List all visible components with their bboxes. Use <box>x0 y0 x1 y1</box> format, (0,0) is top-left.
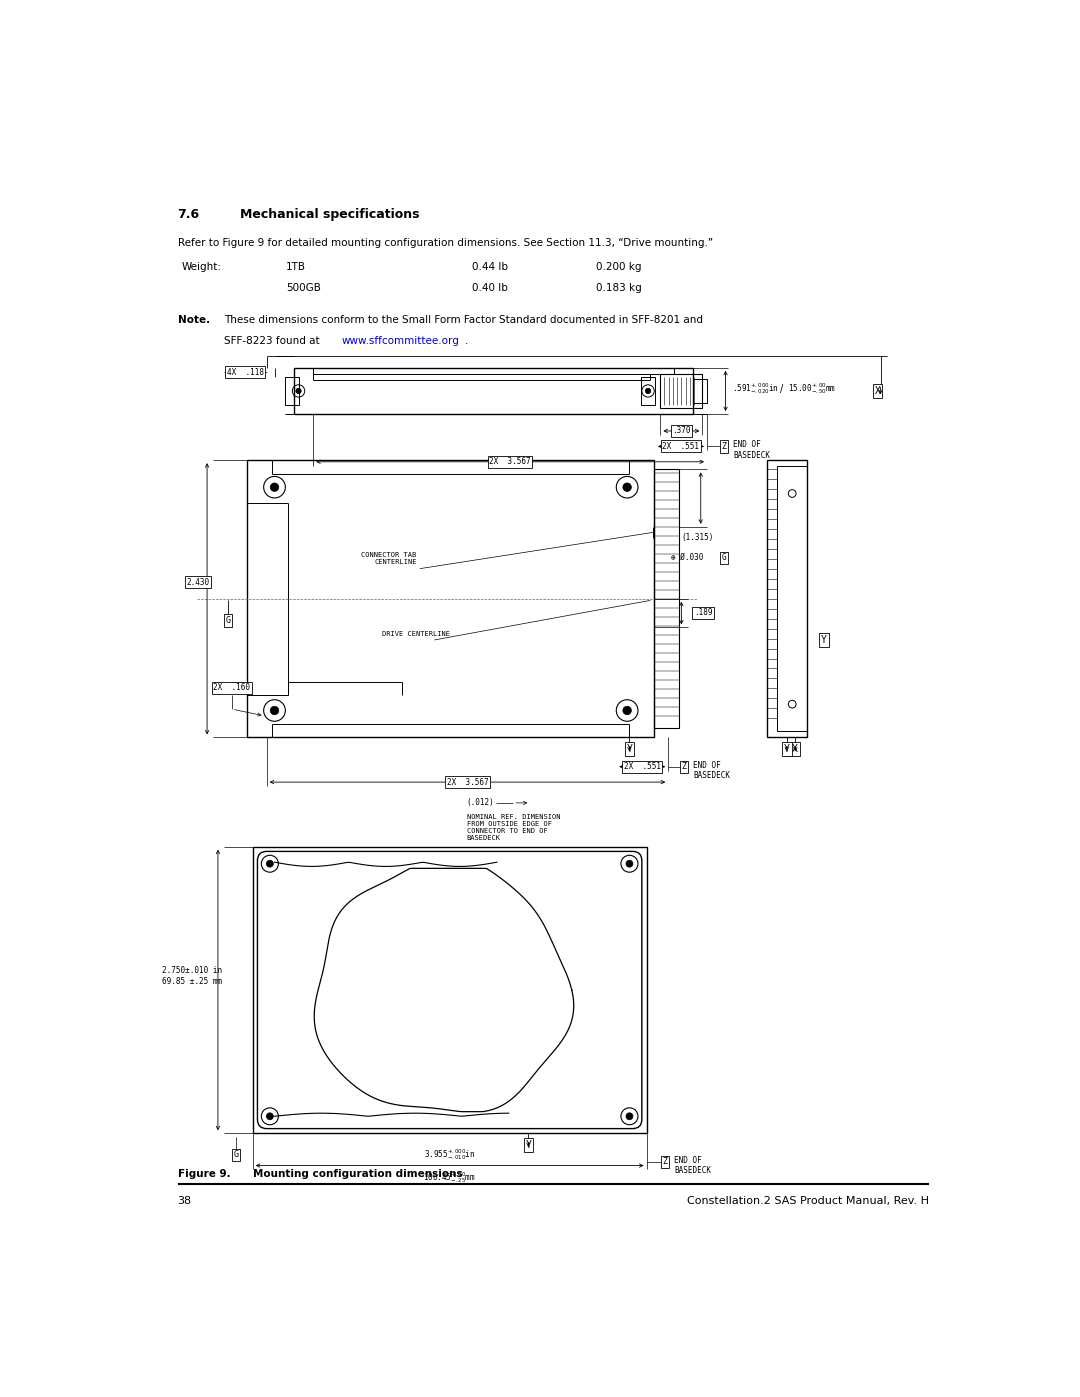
Text: 2X  3.567: 2X 3.567 <box>447 778 488 787</box>
Bar <box>294 367 693 414</box>
Text: (1.315): (1.315) <box>681 532 714 542</box>
Circle shape <box>270 483 279 492</box>
Circle shape <box>623 707 632 715</box>
Text: ⊕ Ø.030: ⊕ Ø.030 <box>672 553 704 562</box>
Bar <box>778 467 807 731</box>
Text: Refer to Figure 9 for detailed mounting configuration dimensions. See Section 11: Refer to Figure 9 for detailed mounting … <box>177 239 713 249</box>
Text: Mounting configuration dimensions: Mounting configuration dimensions <box>253 1169 462 1179</box>
Text: 2X  3.567: 2X 3.567 <box>489 457 531 467</box>
Text: Y: Y <box>626 745 633 754</box>
Text: Y: Y <box>526 1140 531 1150</box>
Circle shape <box>646 388 651 394</box>
Text: .: . <box>465 335 469 345</box>
Text: 2.750±.010 in
69.85 ±.25 mm: 2.750±.010 in 69.85 ±.25 mm <box>162 967 222 986</box>
Text: NOMINAL REF. DIMENSION
FROM OUTSIDE EDGE OF
CONNECTOR TO END OF
BASEDECK: NOMINAL REF. DIMENSION FROM OUTSIDE EDGE… <box>467 814 561 841</box>
Text: G: G <box>721 553 727 562</box>
Bar <box>767 460 807 738</box>
Text: 3.955$^{+.000}_{-.010}$in: 3.955$^{+.000}_{-.010}$in <box>424 1147 475 1162</box>
Text: Z: Z <box>721 441 727 451</box>
Text: 4X  .118: 4X .118 <box>227 367 264 377</box>
Text: 0.200 kg: 0.200 kg <box>596 261 642 271</box>
Text: www.sffcommittee.org: www.sffcommittee.org <box>341 335 459 345</box>
Text: 0.183 kg: 0.183 kg <box>596 284 642 293</box>
Circle shape <box>296 388 301 394</box>
Text: /: / <box>780 384 783 394</box>
Text: 0.40 lb: 0.40 lb <box>472 284 508 293</box>
Text: (.012): (.012) <box>467 798 495 806</box>
Text: Note.: Note. <box>177 316 210 326</box>
Text: These dimensions conform to the Small Form Factor Standard documented in SFF-820: These dimensions conform to the Small Fo… <box>225 316 703 326</box>
Text: Constellation.2 SAS Product Manual, Rev. H: Constellation.2 SAS Product Manual, Rev.… <box>687 1196 930 1206</box>
Text: X: X <box>875 386 880 395</box>
Text: 0.44 lb: 0.44 lb <box>472 261 508 271</box>
Bar <box>654 469 679 728</box>
Bar <box>253 847 647 1133</box>
Text: X: X <box>793 745 798 754</box>
Text: Y: Y <box>784 745 789 754</box>
Text: Z: Z <box>681 763 686 771</box>
Text: CONNECTOR TAB
CENTERLINE: CONNECTOR TAB CENTERLINE <box>362 552 417 564</box>
Bar <box>693 379 707 404</box>
Circle shape <box>626 1113 633 1120</box>
Text: 7.6: 7.6 <box>177 208 200 221</box>
Bar <box>661 374 702 408</box>
Text: 500GB: 500GB <box>286 284 321 293</box>
Text: END OF
BASEDECK: END OF BASEDECK <box>733 440 770 460</box>
Circle shape <box>270 707 279 715</box>
Text: Y: Y <box>821 636 827 645</box>
Text: 2X  .551: 2X .551 <box>662 441 700 451</box>
Bar <box>642 377 656 405</box>
Circle shape <box>623 483 632 492</box>
Circle shape <box>267 861 273 868</box>
Text: END OF
BASEDECK: END OF BASEDECK <box>693 760 730 780</box>
Text: G: G <box>226 616 230 624</box>
Text: DRIVE CENTERLINE: DRIVE CENTERLINE <box>381 630 449 637</box>
Text: G: G <box>233 1150 239 1160</box>
Text: Figure 9.: Figure 9. <box>177 1169 230 1179</box>
Text: Mechanical specifications: Mechanical specifications <box>240 208 419 221</box>
Text: .370: .370 <box>672 426 690 436</box>
Text: 100.45$^{+.00}_{-.25}$mm: 100.45$^{+.00}_{-.25}$mm <box>423 1171 476 1185</box>
Text: 1TB: 1TB <box>286 261 306 271</box>
Text: .591$^{+.000}_{-.020}$in: .591$^{+.000}_{-.020}$in <box>732 381 779 397</box>
Text: 2.430: 2.430 <box>186 578 210 587</box>
Text: 38: 38 <box>177 1196 192 1206</box>
Text: Weight:: Weight: <box>181 261 221 271</box>
Circle shape <box>267 1113 273 1120</box>
Text: END OF
BASEDECK: END OF BASEDECK <box>674 1155 712 1175</box>
Text: 15.00$^{+.00}_{-.50}$mm: 15.00$^{+.00}_{-.50}$mm <box>787 381 836 397</box>
Bar <box>247 460 654 738</box>
Text: .189: .189 <box>693 608 713 617</box>
Bar <box>284 377 298 405</box>
Text: Z: Z <box>663 1157 667 1166</box>
Circle shape <box>626 861 633 868</box>
Text: 2X  .160: 2X .160 <box>214 683 251 692</box>
Text: 2X  .551: 2X .551 <box>624 763 661 771</box>
Text: SFF-8223 found at: SFF-8223 found at <box>225 335 323 345</box>
